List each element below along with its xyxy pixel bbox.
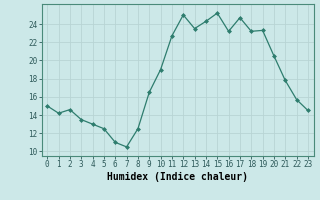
- X-axis label: Humidex (Indice chaleur): Humidex (Indice chaleur): [107, 172, 248, 182]
